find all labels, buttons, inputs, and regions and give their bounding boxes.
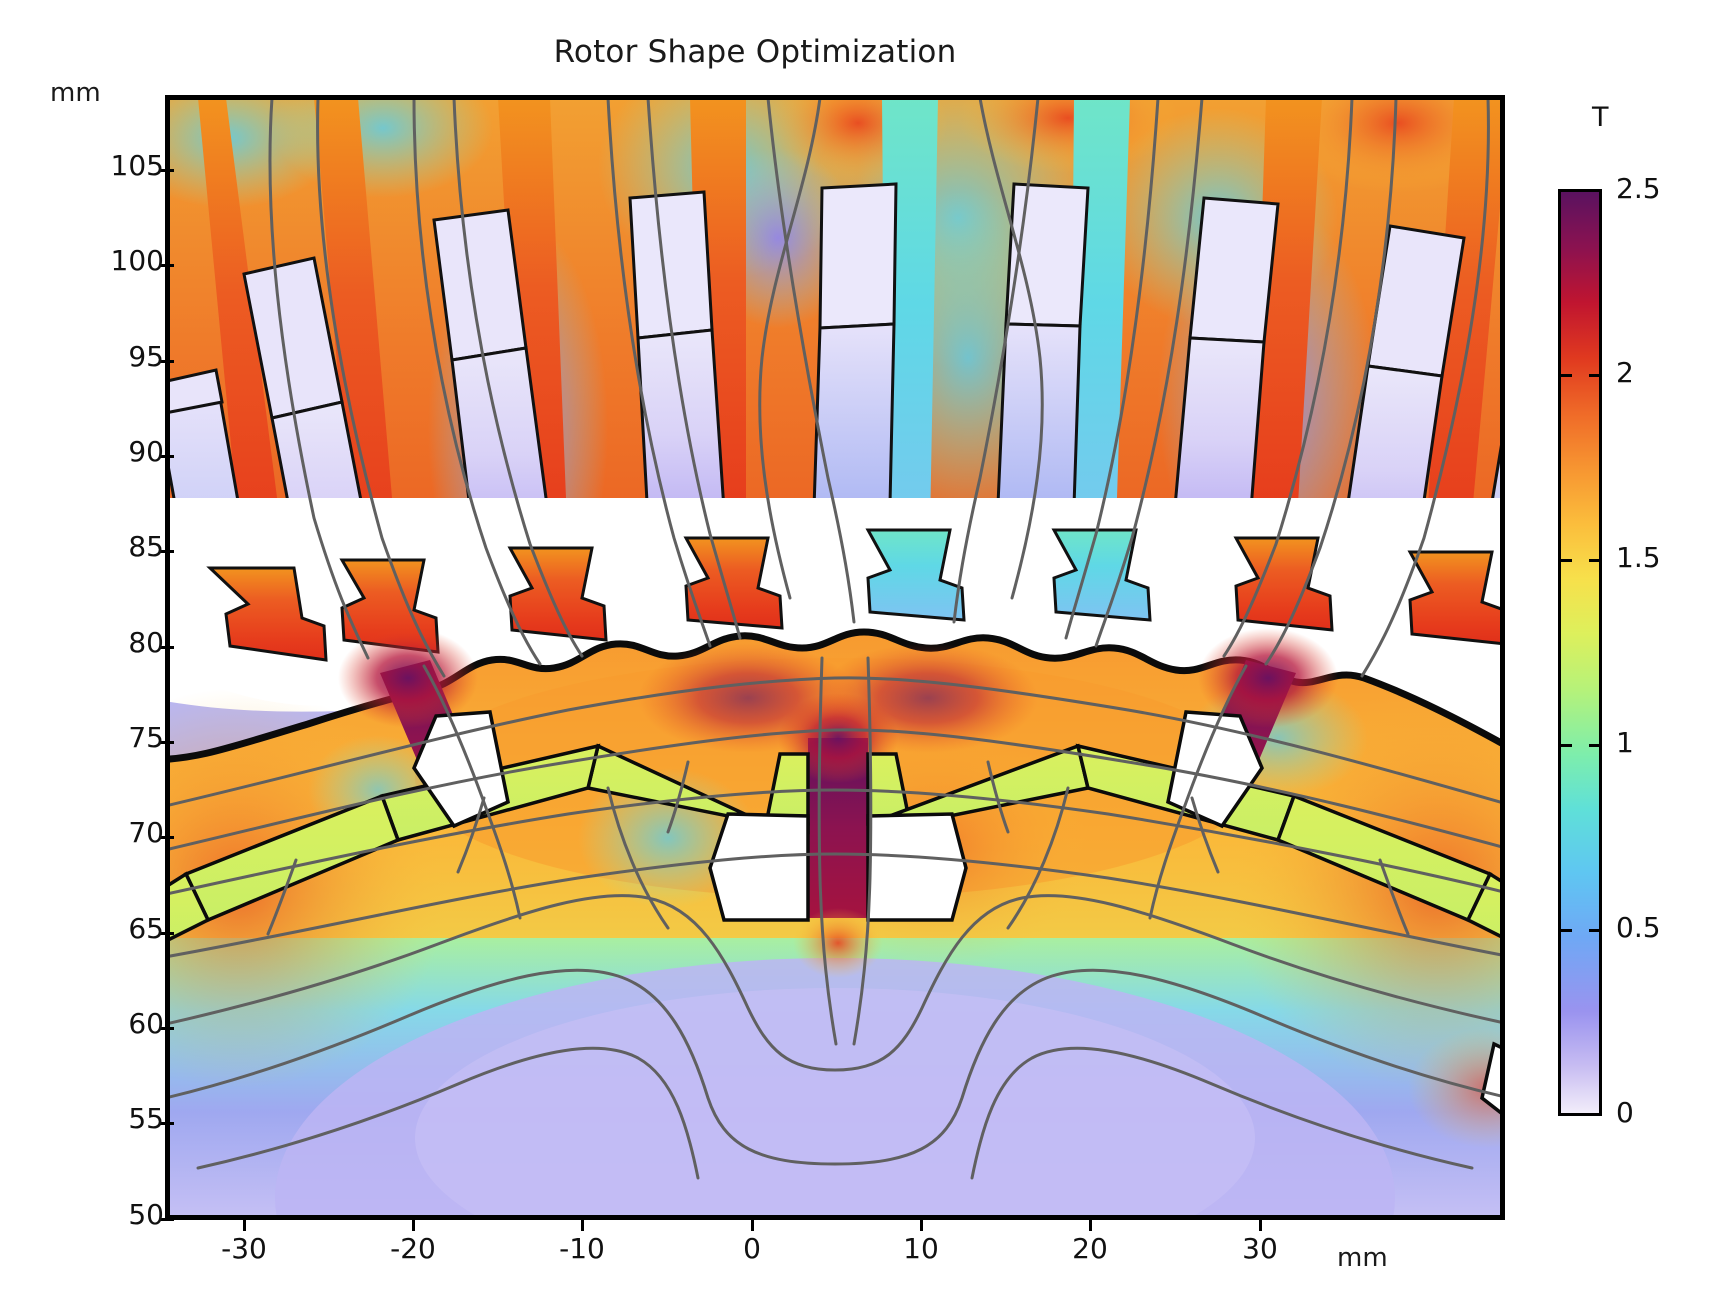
saturation-hotspot	[818, 643, 1038, 753]
tooth-shoe	[206, 566, 328, 662]
stator-tooth	[664, 98, 774, 624]
flux-density-field-plot	[168, 98, 1502, 1217]
flux-line-contours	[168, 98, 1502, 1180]
x-tick	[581, 1217, 584, 1231]
stator-coil-segment	[628, 190, 714, 340]
x-tick-label: 10	[903, 1232, 939, 1265]
saturation-hotspot	[638, 643, 858, 753]
x-axis-unit-label: mm	[1337, 1243, 1388, 1273]
y-tick-label: 55	[128, 1102, 164, 1135]
stator-tooth	[1396, 98, 1502, 644]
colorbar-tick-label: 0	[1616, 1096, 1634, 1129]
y-tick	[160, 1122, 174, 1125]
colorbar-tick	[1559, 559, 1572, 562]
stator-tooth	[858, 98, 956, 614]
colorbar-tick	[1589, 744, 1602, 747]
x-tick-label: 20	[1072, 1232, 1108, 1265]
saturation-bridge-center	[808, 738, 868, 918]
y-tick-label: 75	[128, 721, 164, 754]
plot-canvas	[168, 98, 1502, 1217]
stator-coil-segment	[812, 322, 896, 510]
tooth-shoe	[683, 536, 784, 630]
y-tick	[160, 264, 174, 267]
stator-coil-segment	[1188, 196, 1280, 344]
x-tick-label: -30	[221, 1232, 267, 1265]
y-tick-label: 70	[128, 816, 164, 849]
y-tick-label: 95	[128, 340, 164, 373]
x-tick	[243, 1217, 246, 1231]
x-tick-label: -10	[559, 1232, 605, 1265]
x-tick	[1259, 1217, 1262, 1231]
x-tick-label: 0	[743, 1232, 761, 1265]
colorbar-tick-label: 2	[1616, 356, 1634, 389]
y-tick-label: 65	[128, 912, 164, 945]
stator-tooth	[468, 98, 600, 638]
air-gap-upper	[168, 498, 1502, 744]
y-tick	[160, 169, 174, 172]
x-tick	[1089, 1217, 1092, 1231]
rotor-hot-spot	[1408, 1028, 1502, 1148]
y-tick	[160, 550, 174, 553]
y-tick-label: 90	[128, 435, 164, 468]
colorbar-tick	[1589, 929, 1602, 932]
colorbar-tick-label: 2.5	[1616, 172, 1661, 205]
colorbar	[1558, 189, 1602, 1116]
y-tick-label: 85	[128, 530, 164, 563]
stator-coil-segment	[636, 328, 726, 522]
tooth-shoe	[1233, 536, 1334, 632]
colorbar-tick-label: 0.5	[1616, 911, 1661, 944]
y-tick	[160, 455, 174, 458]
tooth-shoe	[865, 528, 966, 622]
stator-coil-segment	[1172, 336, 1266, 524]
x-tick	[751, 1217, 754, 1231]
flux-barrier	[708, 812, 810, 922]
x-tick	[412, 1217, 415, 1231]
flux-barrier	[866, 812, 968, 922]
y-tick	[160, 741, 174, 744]
y-tick	[160, 360, 174, 363]
stator-coil-segment	[168, 368, 224, 414]
x-tick-label: 30	[1242, 1232, 1278, 1265]
y-tick	[160, 932, 174, 935]
y-tick	[160, 1027, 174, 1030]
y-tick	[160, 1218, 174, 1221]
page-title: Rotor Shape Optimization	[553, 34, 957, 70]
colorbar-tick-label: 1	[1616, 726, 1634, 759]
y-tick-label: 100	[110, 244, 164, 277]
colorbar-tick	[1589, 559, 1602, 562]
saturation-hotspot	[793, 908, 883, 978]
colorbar-tick	[1559, 929, 1572, 932]
saturation-hotspot	[1198, 628, 1338, 728]
tooth-shoe	[507, 546, 608, 642]
x-tick	[920, 1217, 923, 1231]
y-tick-label: 50	[128, 1198, 164, 1231]
stator-coil-segment	[818, 182, 898, 330]
colorbar-tick-label: 1.5	[1616, 541, 1661, 574]
tooth-shoe	[1407, 550, 1502, 646]
y-tick-label: 105	[110, 149, 164, 182]
yoke-hot-zone	[1278, 98, 1502, 193]
y-tick-label: 60	[128, 1007, 164, 1040]
stator-tooth	[1226, 98, 1322, 624]
colorbar-title: T	[1592, 102, 1609, 133]
plot-area	[165, 95, 1505, 1220]
stator-tooth	[168, 98, 320, 658]
y-tick-label: 80	[128, 626, 164, 659]
colorbar-tick	[1589, 374, 1602, 377]
y-tick	[160, 646, 174, 649]
rotor-shaft-field	[415, 988, 1255, 1217]
colorbar-tick	[1559, 744, 1572, 747]
y-axis-unit-label: mm	[50, 78, 101, 108]
colorbar-tick	[1559, 374, 1572, 377]
x-tick-label: -20	[390, 1232, 436, 1265]
y-tick	[160, 836, 174, 839]
